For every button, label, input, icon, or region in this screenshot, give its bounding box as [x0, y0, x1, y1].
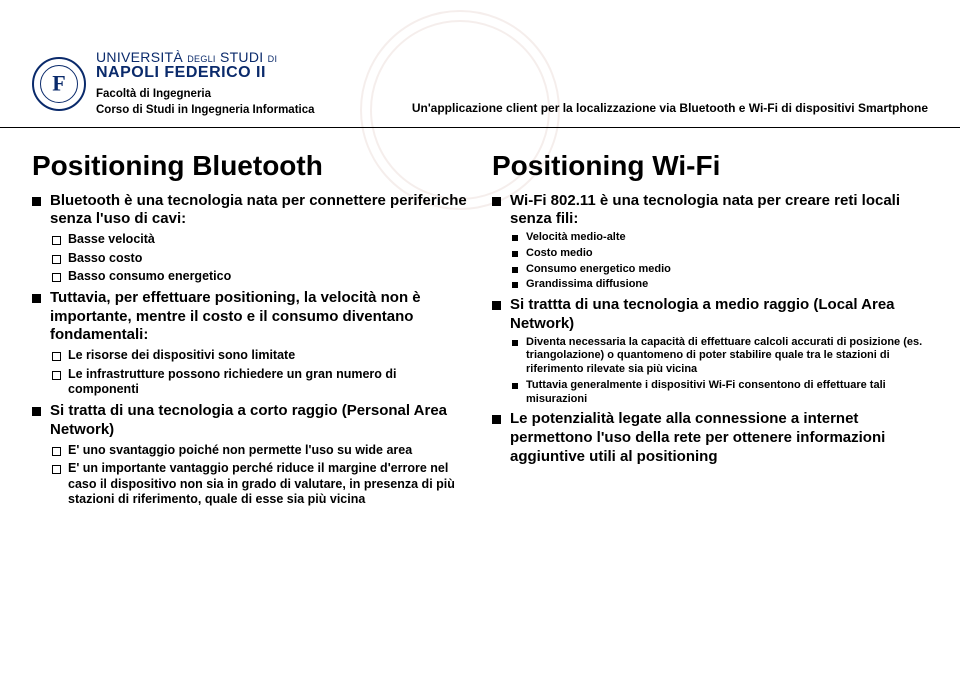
sublist: E' uno svantaggio poiché non permette l'…: [50, 443, 468, 509]
list-item: Wi-Fi 802.11 è una tecnologia nata per c…: [492, 192, 928, 293]
left-title: Positioning Bluetooth: [32, 150, 468, 182]
list-item: Basso costo: [50, 251, 468, 267]
university-line2: NAPOLI FEDERICO II: [96, 65, 315, 82]
faculty-line: Facoltà di Ingegneria: [96, 87, 315, 103]
item-text: Tuttavia, per effettuare positioning, la…: [50, 289, 421, 344]
list-item: Bluetooth è una tecnologia nata per conn…: [32, 192, 468, 285]
faculty-line: Corso di Studi in Ingegneria Informatica: [96, 103, 315, 119]
sublist: Velocità medio-alte Costo medio Consumo …: [510, 231, 928, 292]
list-item: Velocità medio-alte: [510, 231, 928, 245]
list-item: E' un importante vantaggio perché riduce…: [50, 461, 468, 508]
list-item: Si trattta di una tecnologia a medio rag…: [492, 296, 928, 406]
item-text: Wi-Fi 802.11 è una tecnologia nata per c…: [510, 192, 900, 228]
item-text: Bluetooth è una tecnologia nata per conn…: [50, 192, 467, 228]
list-item: Tuttavia generalmente i dispositivi Wi-F…: [510, 379, 928, 407]
university-line1: UNIVERSITÀ DEGLI STUDI DI: [96, 50, 315, 65]
uni-word: UNIVERSITÀ: [96, 49, 183, 65]
uni-word: STUDI: [220, 49, 264, 65]
list-item: Consumo energetico medio: [510, 263, 928, 277]
list-item: Le potenzialità legate alla connessione …: [492, 410, 928, 466]
content-area: Positioning Bluetooth Bluetooth è una te…: [0, 128, 960, 513]
faculty-block: Facoltà di Ingegneria Corso di Studi in …: [96, 87, 315, 118]
list-item: E' uno svantaggio poiché non permette l'…: [50, 443, 468, 459]
list-item: Basse velocità: [50, 232, 468, 248]
uni-word: DI: [268, 54, 278, 64]
page-header: UNIVERSITÀ DEGLI STUDI DI NAPOLI FEDERIC…: [0, 0, 960, 128]
right-list: Wi-Fi 802.11 è una tecnologia nata per c…: [492, 192, 928, 467]
list-item: Le risorse dei dispositivi sono limitate: [50, 348, 468, 364]
university-logo-block: UNIVERSITÀ DEGLI STUDI DI NAPOLI FEDERIC…: [32, 50, 315, 119]
university-text: UNIVERSITÀ DEGLI STUDI DI NAPOLI FEDERIC…: [96, 50, 315, 119]
item-text: Si tratta di una tecnologia a corto ragg…: [50, 402, 447, 438]
list-item: Grandissima diffusione: [510, 278, 928, 292]
slide-subtitle: Un'applicazione client per la localizzaz…: [412, 101, 928, 119]
list-item: Si tratta di una tecnologia a corto ragg…: [32, 402, 468, 508]
list-item: Tuttavia, per effettuare positioning, la…: [32, 289, 468, 398]
right-column: Positioning Wi-Fi Wi-Fi 802.11 è una tec…: [492, 150, 928, 513]
item-text: Si trattta di una tecnologia a medio rag…: [510, 296, 895, 332]
right-title: Positioning Wi-Fi: [492, 150, 928, 182]
uni-word: DEGLI: [187, 54, 216, 64]
list-item: Costo medio: [510, 247, 928, 261]
list-item: Diventa necessaria la capacità di effett…: [510, 336, 928, 377]
left-column: Positioning Bluetooth Bluetooth è una te…: [32, 150, 468, 513]
sublist: Diventa necessaria la capacità di effett…: [510, 336, 928, 407]
list-item: Le infrastrutture possono richiedere un …: [50, 367, 468, 398]
item-text: Le potenzialità legate alla connessione …: [510, 410, 885, 465]
list-item: Basso consumo energetico: [50, 269, 468, 285]
left-list: Bluetooth è una tecnologia nata per conn…: [32, 192, 468, 509]
sublist: Le risorse dei dispositivi sono limitate…: [50, 348, 468, 398]
university-seal-icon: [32, 57, 86, 111]
sublist: Basse velocità Basso costo Basso consumo…: [50, 232, 468, 285]
